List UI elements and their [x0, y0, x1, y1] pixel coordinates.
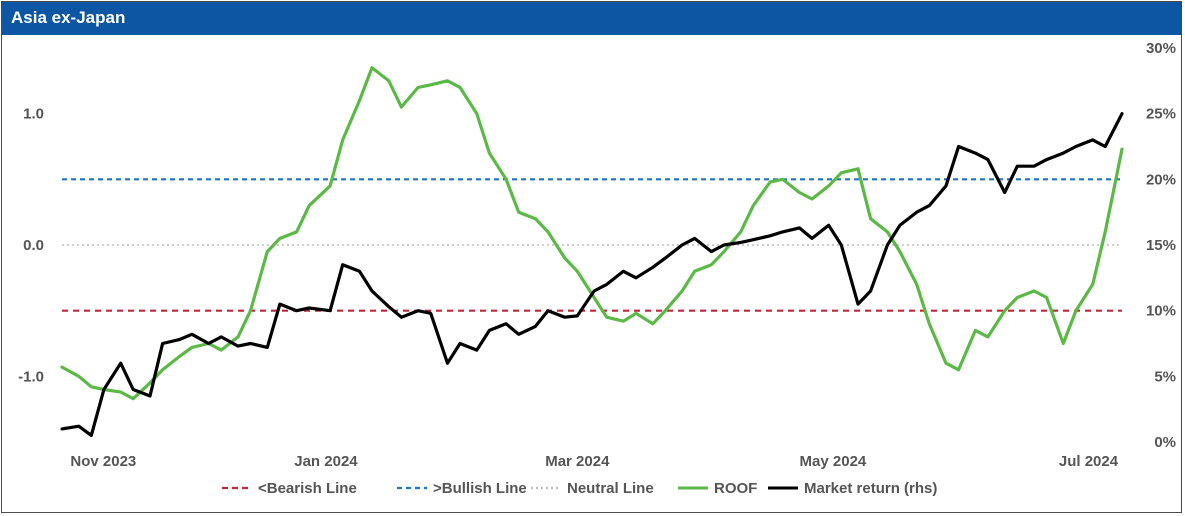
title-bar: Asia ex-Japan — [2, 2, 1181, 35]
x-tick-label: Jul 2024 — [1059, 453, 1119, 470]
legend-label: >Bullish Line — [433, 480, 527, 497]
legend-label: ROOF — [714, 480, 757, 497]
y-right-tick-label: 25% — [1146, 106, 1176, 123]
y-right-tick-label: 30% — [1146, 40, 1176, 57]
roof-line — [60, 66, 1124, 401]
x-tick-label: Jan 2024 — [294, 453, 358, 470]
y-right-tick-label: 15% — [1146, 237, 1176, 254]
y-right-tick-label: 10% — [1146, 303, 1176, 320]
chart-title: Asia ex-Japan — [11, 8, 126, 27]
x-tick-label: May 2024 — [800, 453, 867, 470]
market-return-line — [60, 112, 1124, 437]
legend-label: <Bearish Line — [258, 480, 357, 497]
y-left-tick-label: 0.0 — [23, 237, 44, 254]
y-left-tick-label: -1.0 — [18, 368, 44, 385]
legend-label: Neutral Line — [567, 480, 654, 497]
x-tick-label: Mar 2024 — [545, 453, 610, 470]
y-right-tick-label: 0% — [1154, 434, 1176, 451]
x-tick-label: Nov 2023 — [70, 453, 136, 470]
legend-label: Market return (rhs) — [804, 480, 937, 497]
y-right-tick-label: 20% — [1146, 171, 1176, 188]
y-left-tick-label: 1.0 — [23, 106, 44, 123]
y-right-tick-label: 5% — [1154, 368, 1176, 385]
